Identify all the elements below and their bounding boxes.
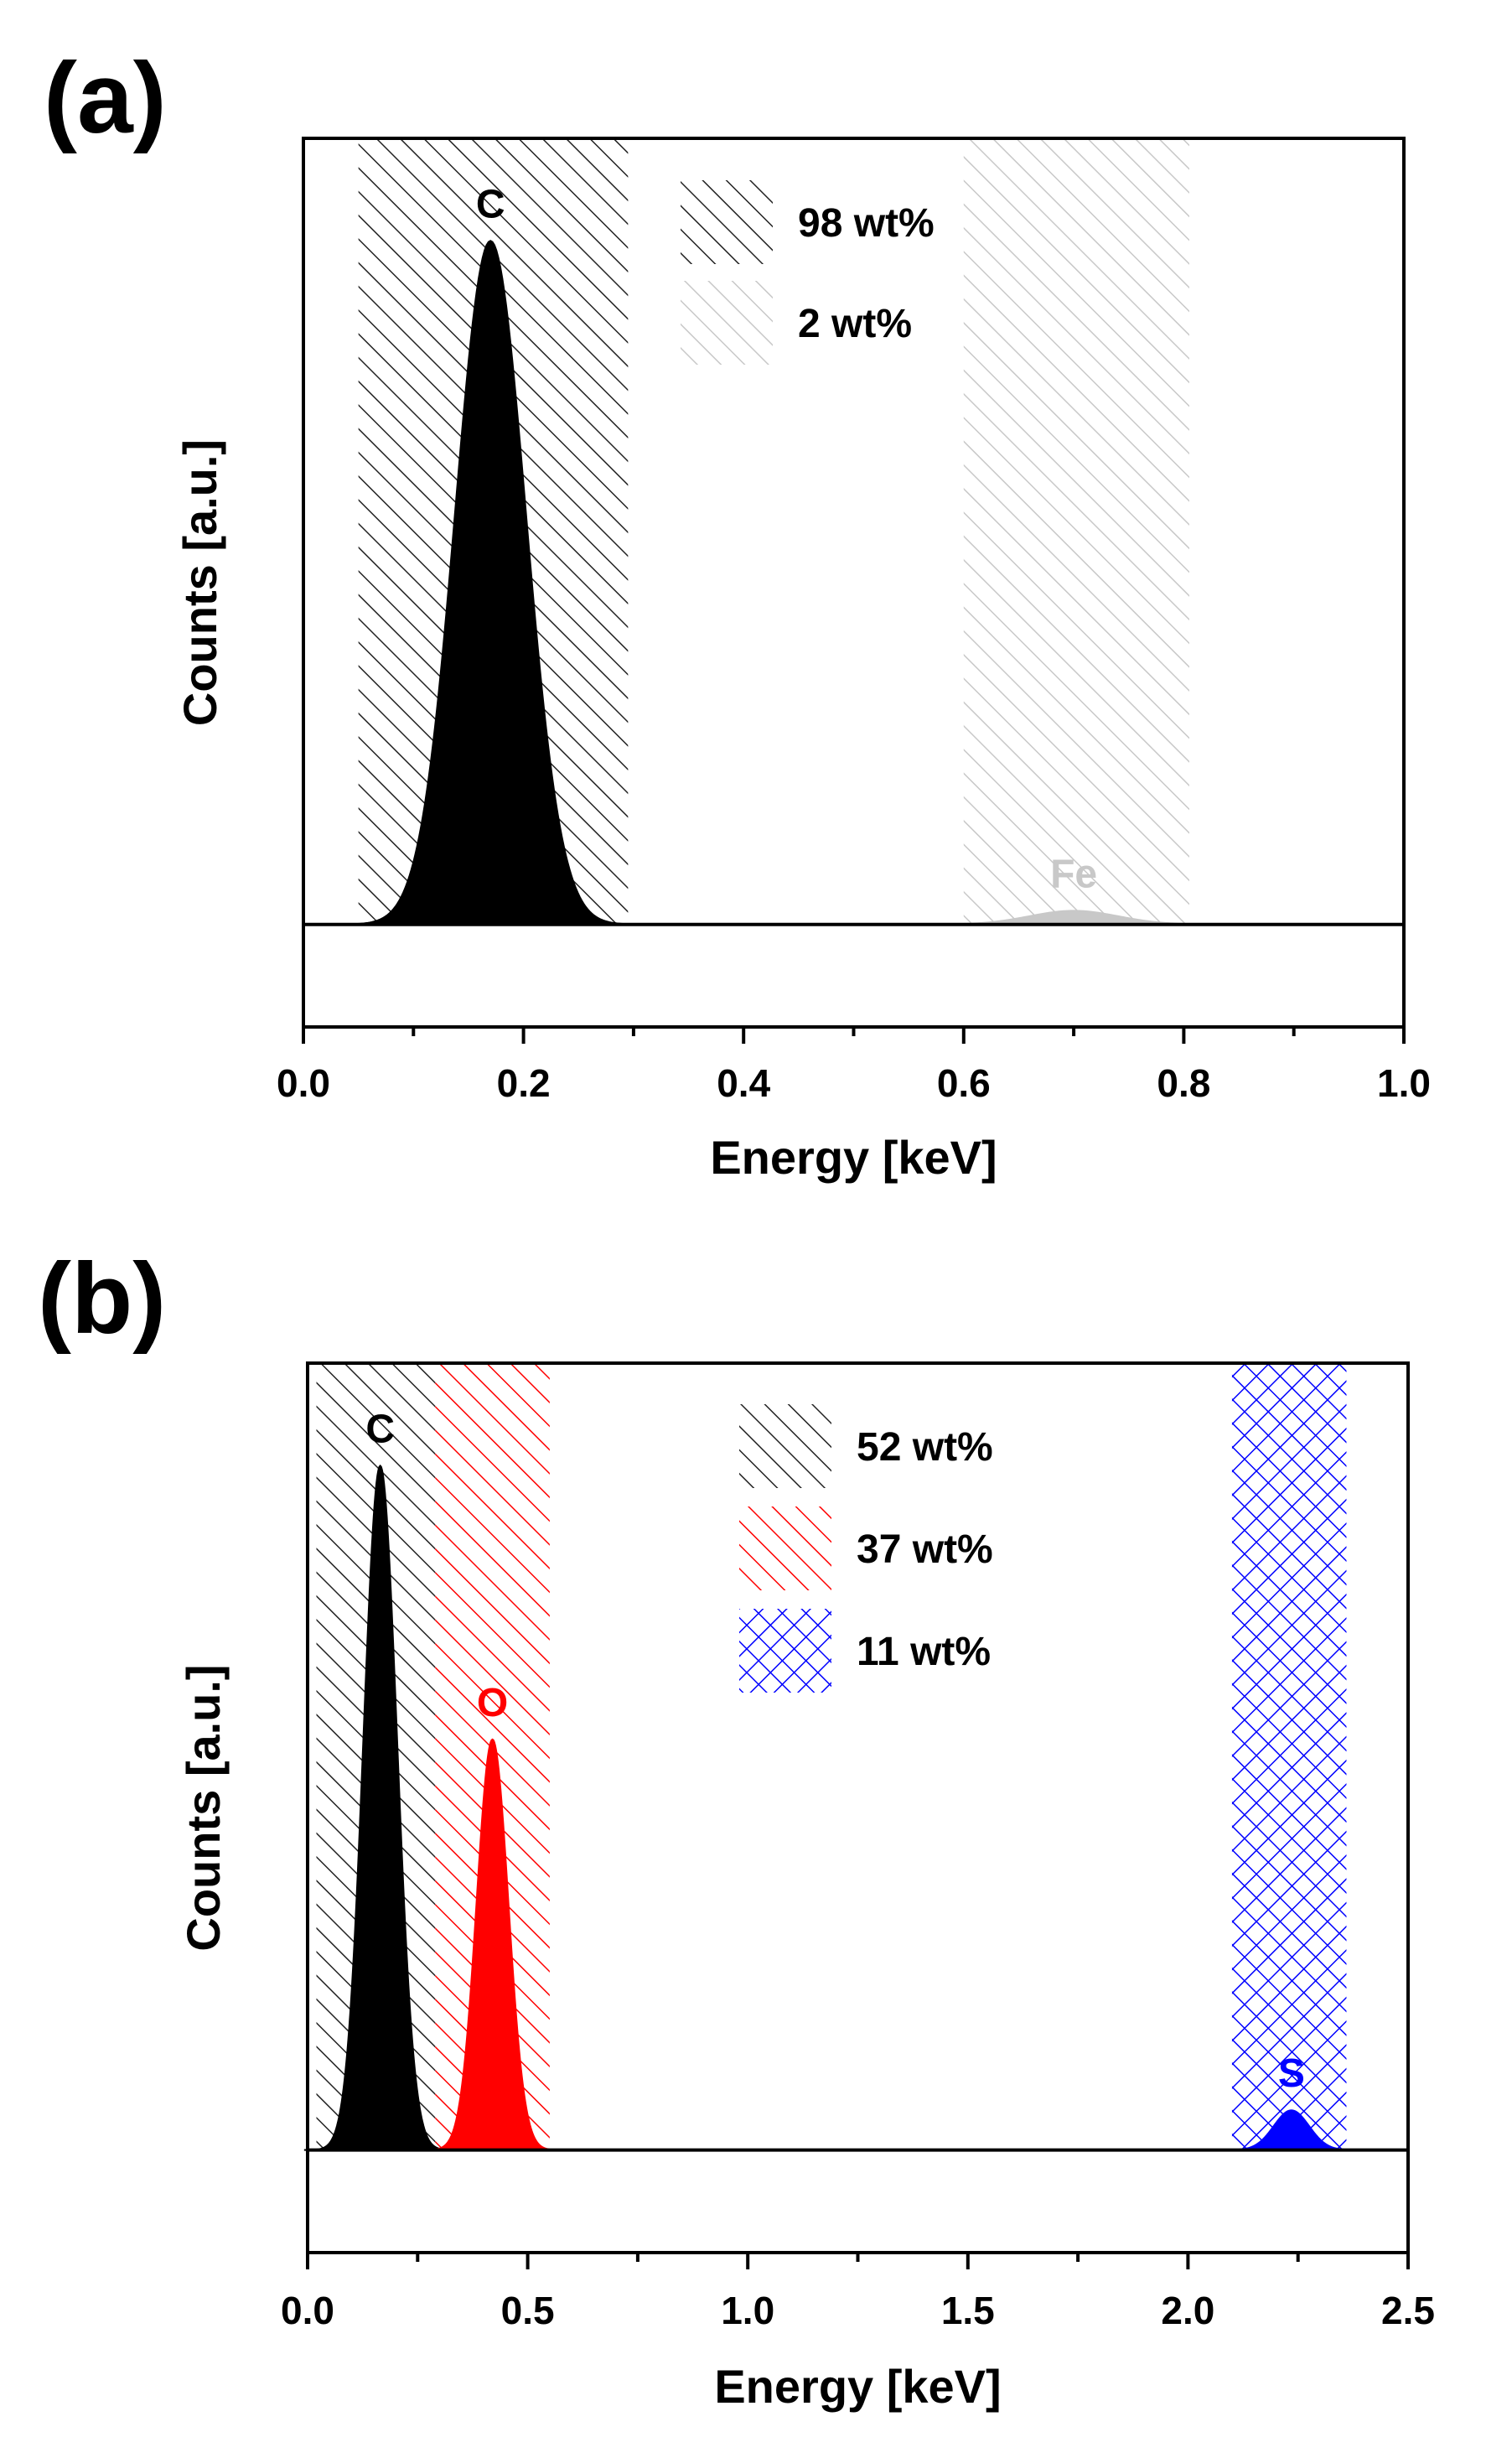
legend-label-o: 37 wt% <box>857 1527 993 1572</box>
x-tick-label: 0.5 <box>501 2289 555 2332</box>
x-axis-label: Energy [keV] <box>710 1131 997 1184</box>
x-tick-label: 1.0 <box>721 2289 774 2332</box>
region-fe <box>963 138 1189 925</box>
peak-c <box>331 240 650 926</box>
x-tick-label: 1.0 <box>1377 1061 1431 1105</box>
peak-label-s: S <box>1278 2051 1305 2096</box>
legend-swatch-o <box>739 1506 831 1590</box>
chart-panel-a: C Fe 0.0 0.2 0.4 0.6 0.8 1.0 Energy [keV] Counts … <box>173 137 1431 1184</box>
legend-label-fe: 2 wt% <box>798 302 912 346</box>
chart-panel-b: C O S 0.0 0.5 1.0 1.5 2.0 2.5 Energy [keV] Counts … <box>177 1361 1435 2413</box>
panel-label-b: (b) <box>38 1242 166 1355</box>
legend-swatch-c <box>681 180 773 264</box>
peak-fe <box>875 910 1272 926</box>
legend-swatch-s <box>739 1609 831 1693</box>
y-axis-label: Counts [a.u.] <box>177 1664 230 1951</box>
x-tick-label: 1.5 <box>941 2289 995 2332</box>
region-s <box>1231 1363 1347 2150</box>
legend-label-s: 11 wt% <box>857 1630 991 1674</box>
legend-swatch-c <box>739 1404 831 1488</box>
peak-label-fe: Fe <box>1050 852 1097 896</box>
x-tick-label: 0.8 <box>1157 1061 1210 1105</box>
peak-o <box>420 1738 565 2151</box>
y-axis-label: Counts [a.u.] <box>173 439 226 726</box>
peak-c <box>303 1464 457 2151</box>
x-tick-label: 0.6 <box>937 1061 991 1105</box>
x-tick-label: 2.0 <box>1161 2289 1214 2332</box>
panel-label-a: (a) <box>44 42 167 154</box>
x-tick-label: 0.0 <box>281 2289 334 2332</box>
x-tick-label: 0.2 <box>497 1061 551 1105</box>
x-axis-label: Energy [keV] <box>714 2360 1001 2413</box>
legend-label-c: 52 wt% <box>857 1425 993 1470</box>
x-tick-label: 2.5 <box>1381 2289 1435 2332</box>
peak-label-o: O <box>477 1681 508 1725</box>
x-tick-label: 0.0 <box>277 1061 330 1105</box>
peak-label-c: C <box>476 182 505 226</box>
peak-label-c: C <box>365 1407 395 1451</box>
legend-swatch-fe <box>681 281 773 365</box>
legend-label-c: 98 wt% <box>798 201 935 246</box>
x-tick-label: 0.4 <box>717 1061 770 1105</box>
